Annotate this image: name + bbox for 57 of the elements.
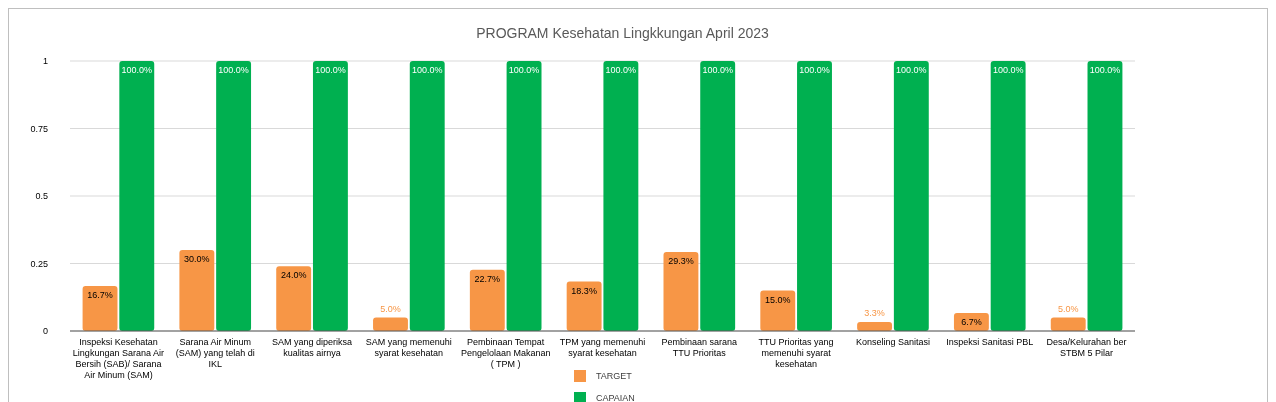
data-label: 29.3% [668, 255, 694, 266]
data-label: 18.3% [571, 285, 597, 296]
data-label: 100.0% [799, 65, 830, 75]
data-label: 100.0% [992, 65, 1024, 75]
bar [797, 61, 832, 331]
bar [469, 269, 505, 331]
bar [893, 61, 929, 331]
x-tick-label: Inspeksi Sanitasi PBL [946, 337, 1034, 347]
chart-title: PROGRAM Kesehatan Lingkkungan April 2023 [476, 25, 770, 41]
x-tick-label: TPM yang memenuhi syarat kesehatan [559, 337, 646, 358]
bar [179, 250, 215, 331]
data-label: 6.7% [961, 316, 982, 327]
x-tick-label: SAM yang memenuhi syarat kesehatan [365, 337, 452, 358]
data-label: 15.0% [765, 294, 791, 305]
bar [119, 61, 155, 331]
bar [566, 281, 602, 331]
bar [663, 251, 699, 331]
data-label: 100.0% [508, 65, 540, 75]
x-tick-label: Pembinaan sarana TTU Prioritas [661, 337, 738, 358]
y-tick-label: 0.75 [30, 123, 48, 134]
data-label: 100.0% [315, 65, 346, 75]
data-label: 100.0% [218, 65, 249, 75]
bar [1087, 61, 1123, 331]
data-label: 5.0% [1057, 303, 1079, 314]
bar [312, 61, 348, 331]
data-label: 3.3% [864, 308, 885, 319]
data-label: 100.0% [896, 65, 927, 75]
y-tick-label: 0.5 [35, 191, 48, 201]
data-label: 16.7% [87, 289, 113, 300]
x-tick-label: TTU Prioritas yang memenuhi syarat kesehatan [758, 337, 834, 369]
legend-label: CAPAIAN [596, 393, 635, 402]
y-tick-label: 0.25 [30, 258, 48, 269]
bar [506, 61, 542, 331]
data-label: 100.0% [605, 65, 637, 75]
bar [409, 61, 445, 331]
y-tick-label: 0 [42, 326, 48, 336]
bar [216, 61, 252, 331]
data-label: 100.0% [411, 65, 443, 75]
bar [990, 61, 1026, 331]
bar [276, 266, 312, 331]
data-label: 5.0% [380, 303, 401, 314]
data-label: 100.0% [121, 65, 153, 75]
data-label: 22.7% [474, 273, 501, 284]
data-label: 100.0% [702, 65, 733, 75]
x-tick-label: SAM yang diperiksa kualitas airnya [272, 337, 353, 358]
bar [603, 61, 639, 331]
x-tick-label: Konseling Sanitasi [855, 337, 930, 347]
x-tick-label: Inspeksi Kesehatan Lingkungan Sarana Air Bersih (SAB)/ Sarana Air Minum (SAM) [72, 337, 164, 380]
data-label: 24.0% [280, 270, 307, 281]
y-tick-label: 1 [42, 56, 48, 66]
x-tick-label: Sarana Air Minum (SAM) yang telah di IKL [175, 337, 255, 369]
x-tick-label: Pembinaan Tempat Pengelolaan Makanan ( TPM ) [460, 337, 551, 369]
data-label: 30.0% [184, 254, 210, 264]
data-label: 100.0% [1089, 65, 1121, 75]
bar [700, 61, 736, 331]
legend-label: TARGET [596, 371, 633, 381]
x-tick-label: Desa/Kelurahan ber STBM 5 Pilar [1046, 337, 1127, 358]
